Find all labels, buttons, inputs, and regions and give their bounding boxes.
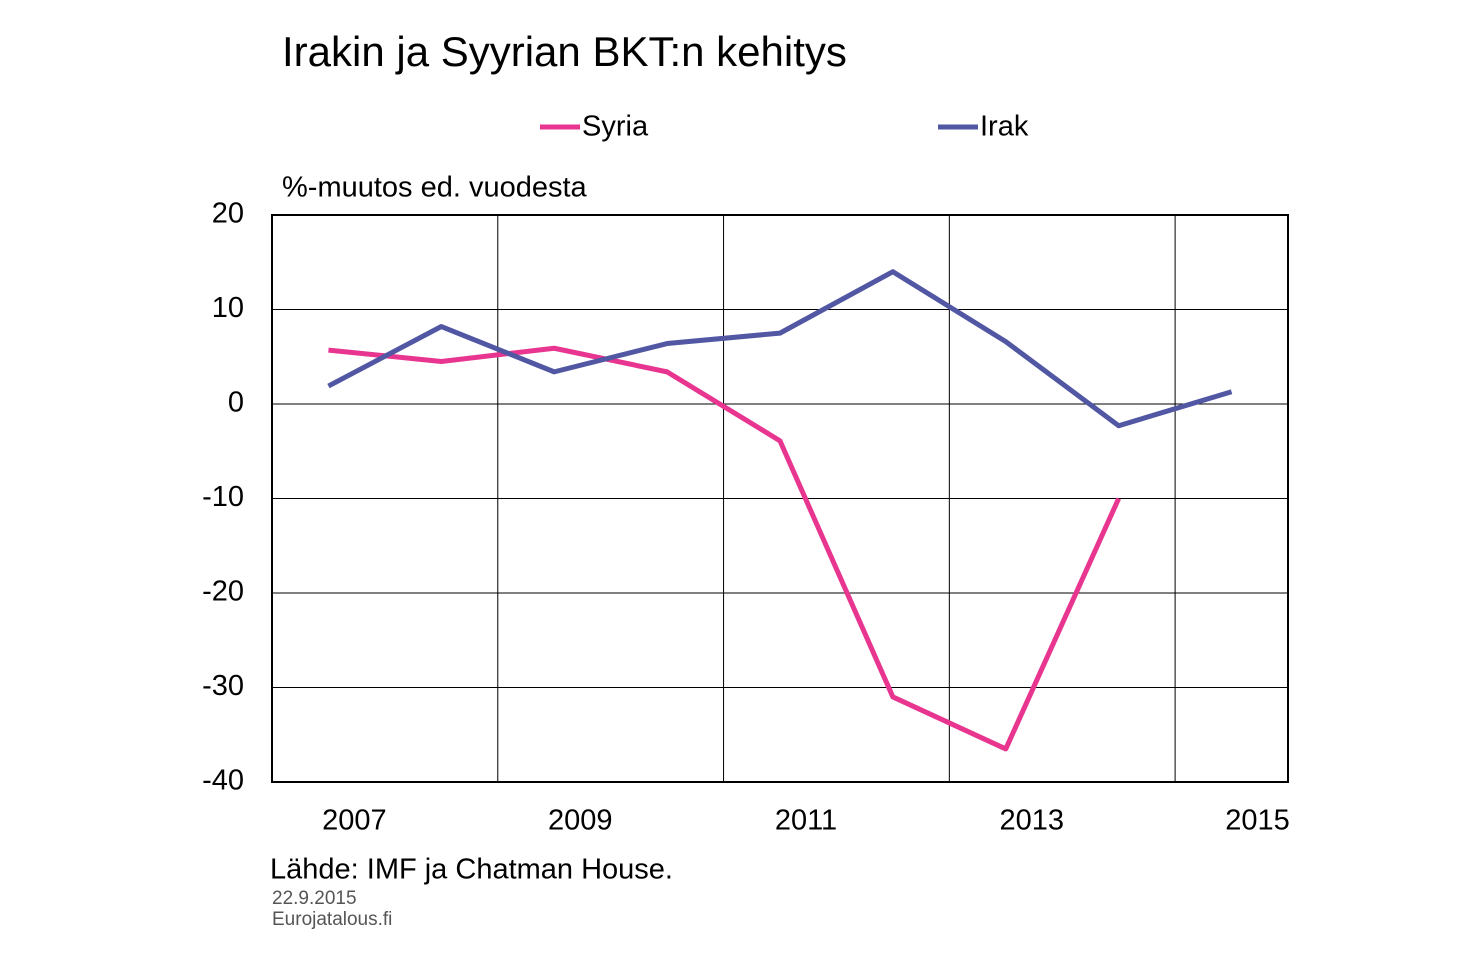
x-tick-label: 2007 [322, 805, 387, 837]
x-tick-label: 2009 [548, 805, 613, 837]
series-line [327, 269, 1233, 429]
y-tick-label: -10 [202, 481, 244, 513]
site: Eurojatalous.fi [272, 909, 392, 930]
y-axis-label: %-muutos ed. vuodesta [282, 172, 588, 204]
series-line [328, 345, 1121, 752]
x-tick-label: 2013 [1000, 805, 1065, 837]
y-tick-label: 10 [212, 292, 244, 324]
y-tick-label: 0 [228, 387, 244, 419]
plot-frame [271, 214, 1289, 783]
chart-title: Irakin ja Syyrian BKT:n kehitys [282, 28, 847, 75]
y-tick-label: -30 [202, 670, 244, 702]
source: Lähde: IMF ja Chatman House. [270, 854, 673, 886]
y-tick-label: -40 [202, 765, 244, 797]
legend-label: Syria [582, 111, 649, 143]
x-tick-label: 2015 [1225, 805, 1290, 837]
y-tick-label: -20 [202, 576, 244, 608]
y-tick-label: 20 [212, 198, 244, 230]
date: 22.9.2015 [272, 888, 357, 909]
legend-label: Irak [980, 111, 1029, 143]
x-tick-label: 2011 [775, 805, 837, 837]
